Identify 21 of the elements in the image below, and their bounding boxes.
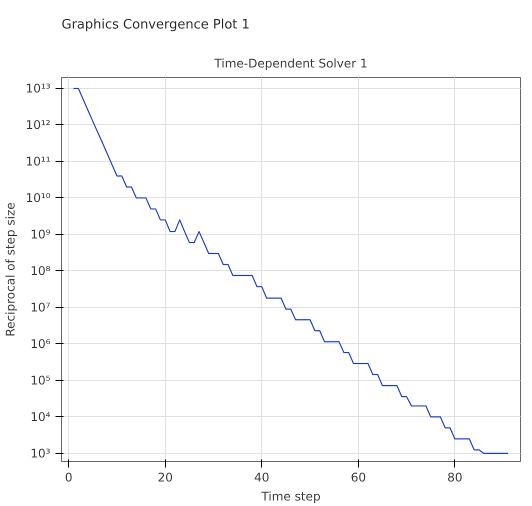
x-axis-title: Time step (260, 490, 321, 504)
line-series (72, 88, 509, 454)
y-tick-label: 10¹¹ (26, 154, 51, 168)
x-tick-label: 20 (158, 470, 173, 484)
y-tick-label: 10¹³ (26, 81, 51, 96)
y-tick-label: 10⁹ (30, 227, 51, 242)
y-tick-label: 10⁶ (30, 336, 51, 351)
text: Graphics Convergence Plot 1 (62, 18, 250, 32)
x-tick-label: 0 (64, 470, 73, 484)
y-tick-label: 10⁷ (30, 300, 51, 314)
y-tick-label: 10⁸ (30, 264, 51, 278)
y-tick-label: 10⁵ (30, 373, 51, 388)
x-tick-label: 60 (350, 470, 366, 484)
y-tick-label: 10³ (30, 446, 51, 460)
x-tick-label: 80 (447, 470, 463, 484)
y-tick-label: 10¹² (26, 118, 51, 132)
x-tick-label: 40 (254, 470, 270, 484)
y-tick-label: 10⁴ (30, 410, 51, 424)
y-tick-label: 10¹⁰ (26, 190, 51, 205)
chart-title: Time-Dependent Solver 1 (213, 56, 368, 70)
y-axis-title: Reciprocal of step size (4, 202, 18, 337)
